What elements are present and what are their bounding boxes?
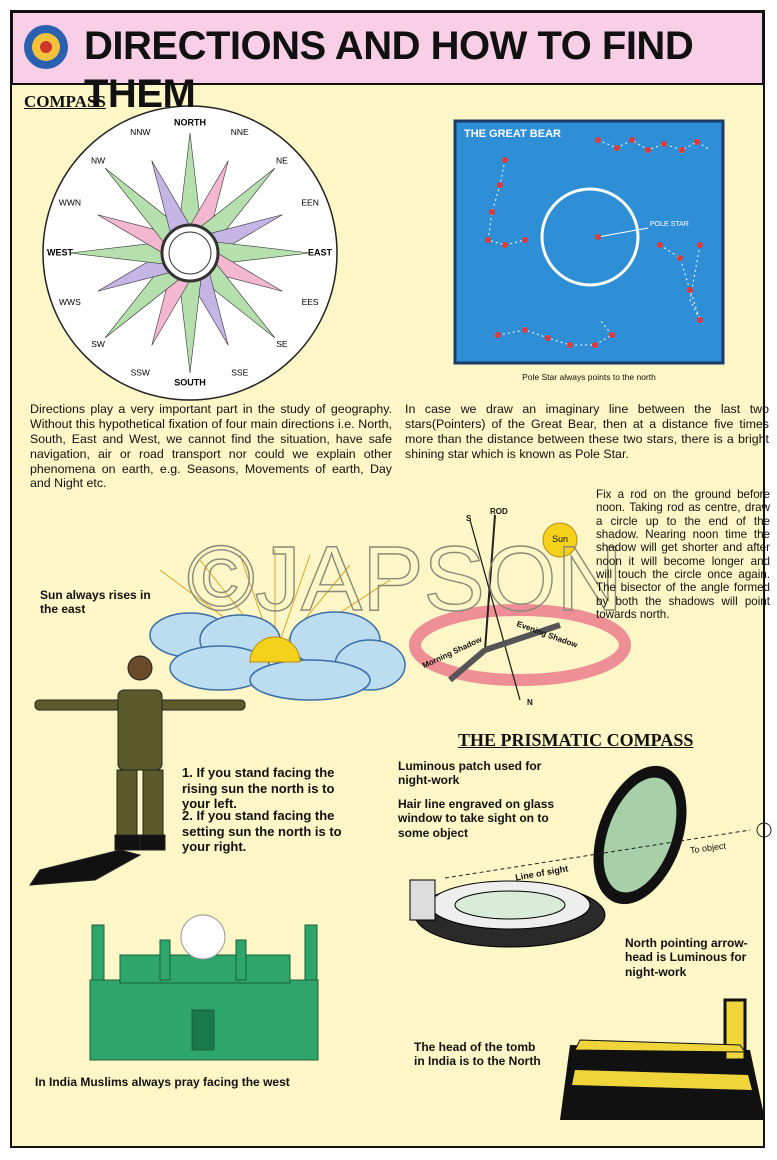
great-bear-panel xyxy=(455,121,723,363)
tomb-caption: The head of the tomb in India is to the … xyxy=(414,1040,549,1069)
compass-label: EEN xyxy=(301,198,318,208)
mosque-caption: In India Muslims always pray facing the … xyxy=(35,1075,290,1089)
pole-star-label: POLE STAR xyxy=(650,221,689,229)
facing-item: 1. If you stand facing the rising sun th… xyxy=(182,765,352,812)
compass-label: SSW xyxy=(131,367,150,377)
title: DIRECTIONS AND HOW TO FIND THEM xyxy=(84,22,777,118)
paragraph: Directions play a very important part in… xyxy=(30,402,392,491)
compass-label: SE xyxy=(276,339,288,349)
rod-label: ROD xyxy=(490,507,508,517)
rod-s: S xyxy=(466,514,471,524)
sun-label: Sun xyxy=(552,534,568,545)
compass-label: SSE xyxy=(231,367,248,377)
compass-label: SOUTH xyxy=(174,377,206,387)
compass-label: NNW xyxy=(130,127,150,137)
arrow-label: North pointing arrow-head is Luminous fo… xyxy=(625,936,775,979)
compass-label: WWS xyxy=(59,297,81,307)
compass-label: NE xyxy=(276,155,288,165)
compass-hub-inner xyxy=(169,232,211,274)
page: NORTH NNE NE EEN EAST EES SE SSE SOUTH SSW SW WWS WE… xyxy=(0,0,777,1160)
luminous-label: Luminous patch used for night-work xyxy=(398,759,563,788)
hairline-label: Hair line engraved on glass window to ta… xyxy=(398,797,568,840)
tomb xyxy=(560,1000,765,1120)
compass-heading: COMPASS xyxy=(24,92,106,112)
compass-label: EAST xyxy=(308,247,333,257)
great-bear-caption: Pole Star always points to the north xyxy=(455,372,723,382)
compass-label: WEST xyxy=(47,247,74,257)
prismatic-heading: THE PRISMATIC COMPASS xyxy=(458,730,693,752)
great-bear-title: THE GREAT BEAR xyxy=(464,128,561,141)
sunrise-label: Sun always rises in the east xyxy=(40,588,155,617)
paragraph: Fix a rod on the ground before noon. Tak… xyxy=(596,488,770,621)
compass-label: SW xyxy=(91,339,105,349)
paragraph: In case we draw an imaginary line betwee… xyxy=(405,402,769,462)
compass-rose: NORTH NNE NE EEN EAST EES SE SSE SOUTH SSW SW WWS WE… xyxy=(43,106,337,400)
rod-n: N xyxy=(527,698,533,708)
compass-label: NW xyxy=(91,155,105,165)
compass-label: NNE xyxy=(231,127,249,137)
compass-label: WWN xyxy=(59,198,81,208)
mosque xyxy=(90,915,318,1060)
compass-label: EES xyxy=(302,297,319,307)
facing-item: 2. If you stand facing the setting sun t… xyxy=(182,808,352,855)
compass-label: NORTH xyxy=(174,117,206,127)
logo xyxy=(24,25,68,69)
